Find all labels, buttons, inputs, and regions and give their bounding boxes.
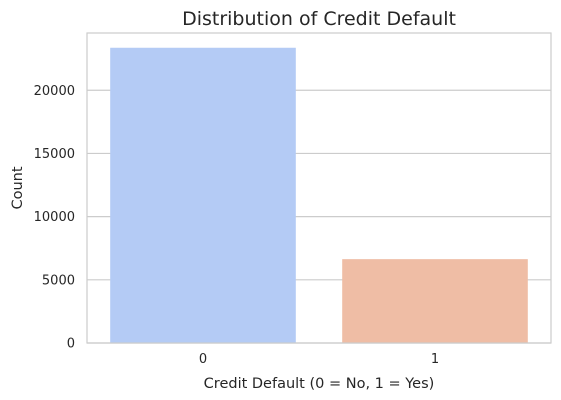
- y-tick-label: 15000: [34, 147, 75, 162]
- x-tick-label-1: 1: [431, 352, 439, 367]
- plot-frame: [86, 32, 552, 344]
- y-tick-label: 20000: [34, 84, 75, 99]
- x-axis-label: Credit Default (0 = No, 1 = Yes): [204, 376, 435, 392]
- y-axis-label: Count: [10, 166, 26, 209]
- y-tick-labels: 0 5000 10000 15000 20000: [34, 84, 75, 352]
- y-tick-label: 0: [67, 337, 75, 352]
- bar-0: [110, 47, 296, 344]
- bar-1: [342, 259, 528, 343]
- x-tick-label-0: 0: [199, 352, 207, 367]
- y-tick-label: 5000: [42, 273, 75, 288]
- chart-title: Distribution of Credit Default: [182, 8, 456, 30]
- y-tick-label: 10000: [34, 210, 75, 225]
- bars: [110, 47, 528, 344]
